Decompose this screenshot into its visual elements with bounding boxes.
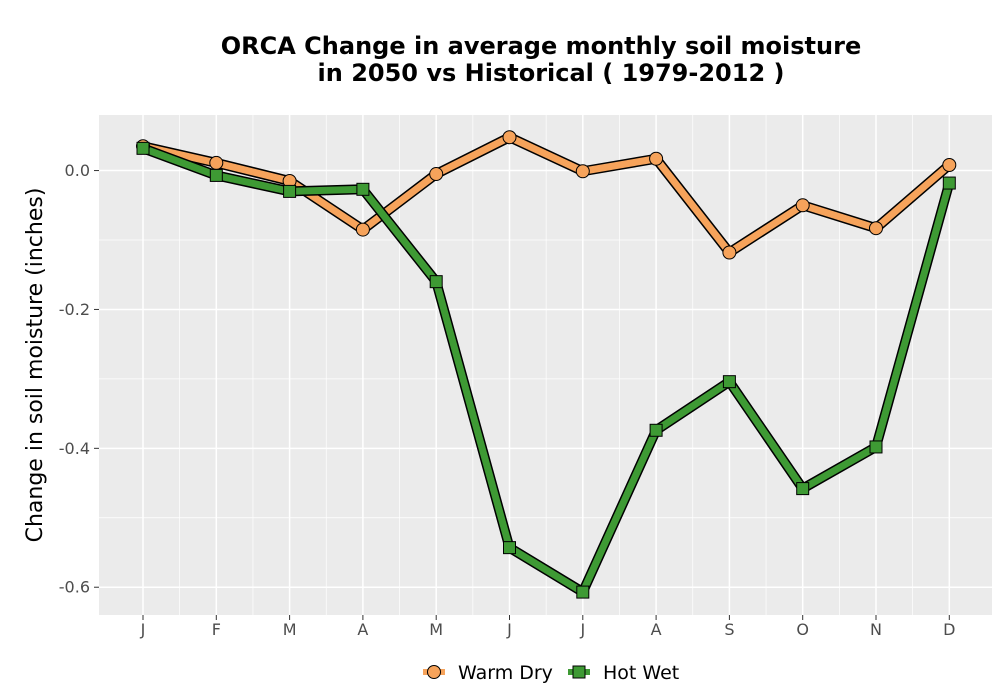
y-tick-label: -0.4 [59, 439, 90, 458]
chart-subtitle: in 2050 vs Historical ( 1979-2012 ) [318, 59, 785, 87]
x-tick-label: D [943, 620, 955, 639]
y-tick-label: 0.0 [65, 161, 90, 180]
data-point [722, 375, 736, 389]
x-tick-label: J [506, 620, 512, 639]
data-point [429, 167, 444, 182]
data-point [576, 585, 590, 599]
data-point [136, 141, 150, 155]
x-tick-label: M [429, 620, 443, 639]
data-point [575, 164, 590, 179]
x-tick-label: N [870, 620, 882, 639]
data-point [942, 176, 956, 190]
data-point [209, 155, 224, 170]
data-point [649, 151, 664, 166]
series-line [139, 133, 953, 256]
x-tick-label: J [140, 620, 146, 639]
legend-key-marker [427, 665, 441, 679]
x-tick-label: S [724, 620, 734, 639]
y-axis: 0.0 -0.2 -0.4 -0.6 [59, 161, 99, 597]
y-tick-label: -0.6 [59, 578, 90, 597]
data-point [795, 198, 810, 213]
x-tick-label: O [796, 620, 809, 639]
y-axis-title: Change in soil moisture (inches) [23, 188, 48, 543]
data-point [502, 130, 517, 145]
x-tick-label: A [651, 620, 662, 639]
major-gridlines [99, 115, 992, 615]
x-tick-label: J [579, 620, 585, 639]
data-point [869, 440, 883, 454]
legend-key-marker [572, 665, 586, 679]
legend-label: Warm Dry [458, 662, 553, 684]
data-point [869, 221, 883, 236]
plot-panel [99, 115, 992, 615]
series-layer [136, 130, 957, 599]
y-tick-label: -0.2 [59, 300, 90, 319]
x-tick-label: A [357, 620, 368, 639]
data-point [649, 423, 663, 437]
chart-title: ORCA Change in average monthly soil mois… [221, 32, 861, 60]
data-point [429, 275, 443, 289]
data-point [209, 168, 223, 182]
data-point [355, 222, 370, 237]
series-line [139, 144, 953, 596]
x-tick-label: F [212, 620, 221, 639]
data-point [796, 482, 810, 496]
legend: Warm Dry Hot Wet [423, 662, 679, 684]
data-point [722, 245, 737, 260]
legend-label: Hot Wet [603, 662, 679, 684]
data-point [942, 158, 957, 172]
data-point [356, 182, 370, 196]
data-point [503, 541, 516, 555]
x-tick-label: M [283, 620, 297, 639]
data-point [283, 184, 297, 198]
